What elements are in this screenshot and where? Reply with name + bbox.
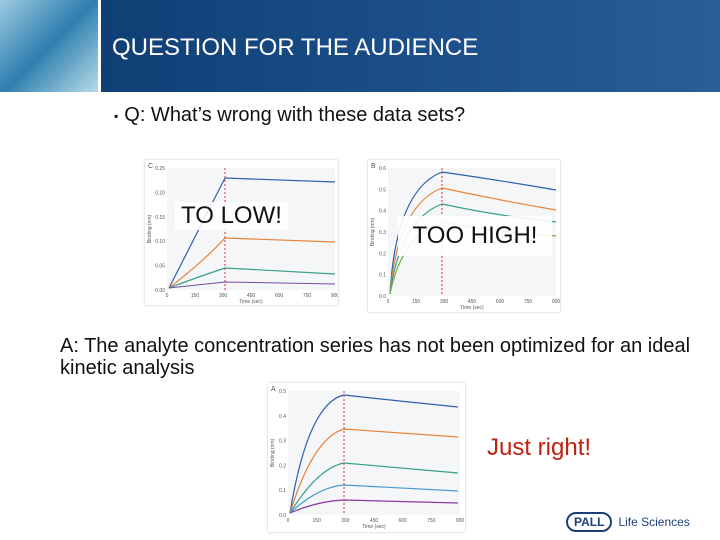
y-tick-label: 0.00 — [155, 288, 165, 294]
x-tick-label: 600 — [275, 293, 284, 299]
x-axis-label: Time (sec) — [362, 524, 386, 530]
y-tick-label: 0.25 — [155, 166, 165, 172]
y-axis-label: Binding (nm) — [370, 218, 376, 247]
y-tick-label: 0.5 — [279, 389, 286, 395]
slide-title: QUESTION FOR THE AUDIENCE — [112, 34, 479, 61]
y-tick-label: 0.1 — [379, 273, 386, 279]
y-tick-label: 0.3 — [279, 439, 286, 445]
x-tick-label: 600 — [496, 299, 505, 305]
logo-text: Life Sciences — [618, 515, 690, 529]
y-tick-label: 0.0 — [279, 513, 286, 519]
chart-svg: A 0 150 300 450 600 750 900 0.0 0.1 0.2 0.3 0.4 0.5 Ti… — [270, 386, 465, 530]
chart-image: A 0 150 300 450 600 750 900 0.0 0.1 0.2 0.3 0.4 0.5 Ti… — [268, 383, 465, 532]
y-axis-label: Binding (nm) — [147, 215, 153, 244]
chart-image: C 0 150 300 450 600 750 900 0.00 0.05 0.10 0.15 0.20… — [145, 160, 338, 305]
x-tick-label: 750 — [303, 293, 312, 299]
chart-svg: C 0 150 300 450 600 750 900 0.00 0.05 0.10 0.15 0.20… — [147, 163, 338, 305]
curve — [289, 484, 459, 514]
plot-area — [288, 391, 460, 515]
y-tick-label: 0.2 — [279, 463, 286, 469]
y-tick-label: 0.05 — [155, 264, 165, 270]
x-tick-label: 600 — [398, 518, 407, 524]
y-tick-label: 0.4 — [379, 209, 386, 215]
y-tick-label: 0.6 — [379, 166, 386, 172]
x-tick-label: 300 — [341, 518, 350, 524]
x-tick-label: 0 — [166, 293, 169, 299]
x-axis-label: Time (sec) — [460, 305, 484, 311]
x-tick-label: 900 — [331, 293, 338, 299]
x-tick-label: 150 — [312, 518, 321, 524]
callout: TO LOW! — [175, 202, 288, 230]
header-image — [0, 0, 101, 92]
y-tick-label: 0.2 — [379, 251, 386, 257]
x-tick-label: 450 — [247, 293, 256, 299]
header-bar — [0, 0, 720, 92]
y-tick-label: 0.1 — [279, 488, 286, 494]
y-tick-label: 0.3 — [379, 230, 386, 236]
y-tick-label: 0.15 — [155, 215, 165, 221]
question-text: Q: What’s wrong with these data sets? — [124, 104, 466, 126]
y-tick-label: 0.20 — [155, 190, 165, 196]
answer: A: The analyte concentration series has … — [60, 335, 691, 379]
x-tick-label: 300 — [440, 299, 449, 305]
x-tick-label: 300 — [219, 293, 228, 299]
x-tick-label: 0 — [387, 299, 390, 305]
x-tick-label: 900 — [456, 518, 465, 524]
x-tick-label: 900 — [552, 299, 560, 305]
panel-letter: C — [148, 163, 153, 170]
logo: PALL Life Sciences — [566, 512, 690, 532]
x-tick-label: 150 — [191, 293, 200, 299]
curve — [168, 237, 336, 289]
y-tick-label: 0.0 — [379, 294, 386, 300]
y-axis-label: Binding (nm) — [270, 439, 276, 468]
x-tick-label: 450 — [370, 518, 379, 524]
x-tick-label: 750 — [524, 299, 533, 305]
question: ▪ Q: What’s wrong with these data sets? — [114, 104, 466, 126]
callout: Just right! — [487, 434, 592, 461]
panel-letter: B — [371, 163, 376, 170]
x-tick-label: 450 — [468, 299, 477, 305]
x-tick-label: 0 — [287, 518, 290, 524]
callout: TOO HIGH! — [398, 216, 552, 256]
x-tick-label: 750 — [427, 518, 436, 524]
panel-letter: A — [271, 386, 276, 393]
x-axis-label: Time (sec) — [239, 299, 263, 305]
x-tick-label: 150 — [412, 299, 421, 305]
logo-brand: PALL — [566, 512, 613, 532]
y-tick-label: 0.10 — [155, 239, 165, 245]
y-tick-label: 0.4 — [279, 414, 286, 420]
curve — [168, 281, 336, 289]
y-tick-label: 0.5 — [379, 187, 386, 193]
